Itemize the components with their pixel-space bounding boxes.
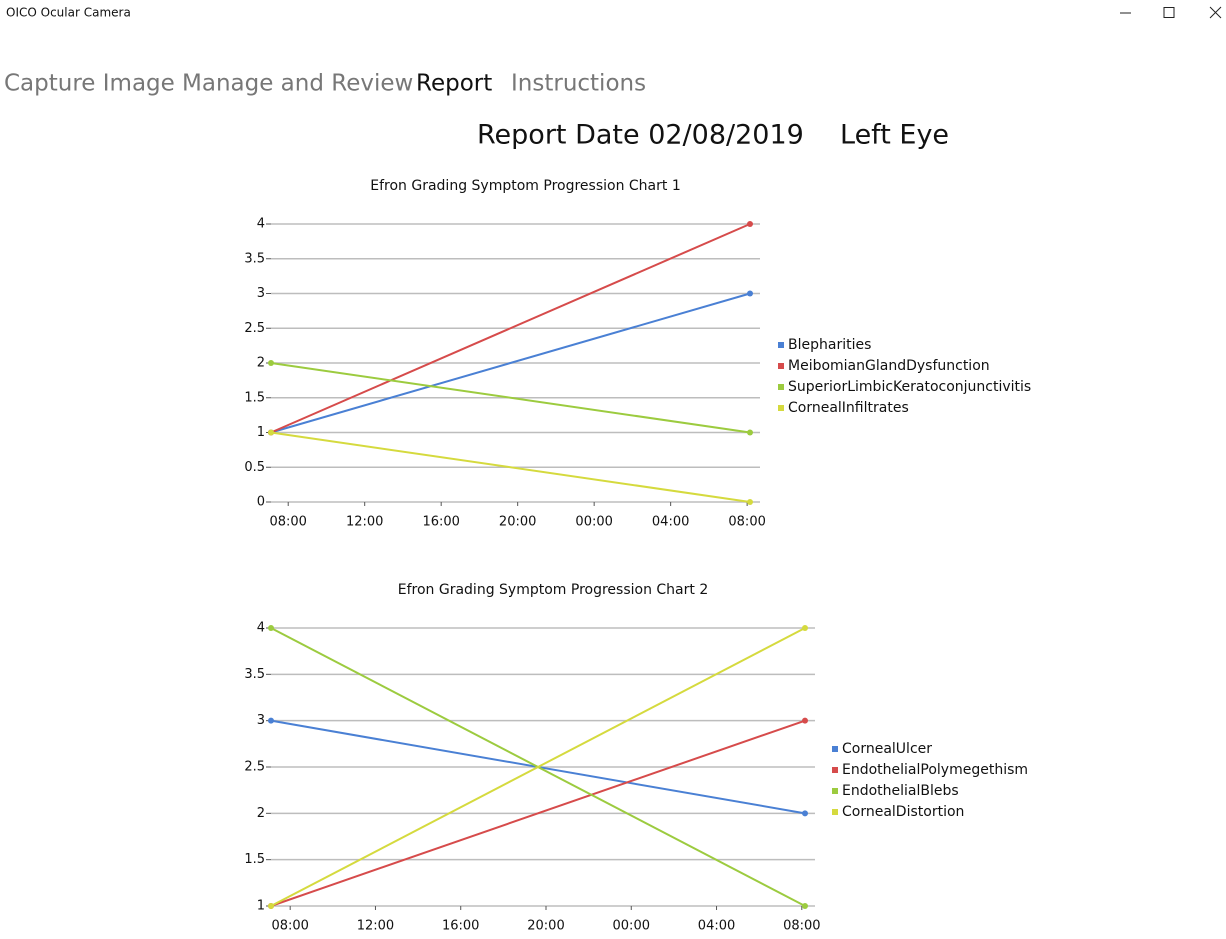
- legend-label: EndothelialPolymegethism: [842, 762, 1028, 778]
- maximize-button[interactable]: [1163, 7, 1175, 18]
- data-point: [268, 625, 274, 631]
- series-line: [270, 431, 751, 503]
- y-tick-label: 3: [257, 713, 265, 728]
- series-line: [270, 627, 806, 907]
- data-point: [802, 717, 808, 724]
- y-tick-label: 1: [257, 899, 265, 914]
- chart-title: Efron Grading Symptom Progression Chart …: [398, 582, 708, 598]
- series-line: [270, 292, 751, 434]
- x-tick-label: 20:00: [527, 919, 564, 934]
- legend-label: SuperiorLimbicKeratoconjunctivitis: [788, 379, 1031, 395]
- y-tick-label: 3.5: [244, 667, 265, 682]
- y-tick-label: 4: [257, 217, 265, 232]
- tab[interactable]: Manage and Review: [182, 71, 413, 97]
- x-tick-label: 08:00: [783, 919, 820, 934]
- tab[interactable]: Capture Image: [4, 71, 175, 97]
- y-tick-label: 2.5: [244, 760, 265, 775]
- x-tick-label: 00:00: [613, 919, 650, 934]
- legend-label: CornealDistortion: [842, 804, 964, 820]
- legend-swatch: [778, 384, 784, 390]
- y-tick-label: 2: [257, 806, 265, 821]
- x-tick-label: 12:00: [346, 515, 383, 530]
- series-line: [270, 223, 751, 434]
- y-tick-label: 1.5: [244, 852, 265, 867]
- x-tick-label: 08:00: [271, 919, 308, 934]
- y-tick-label: 0.5: [244, 460, 265, 475]
- legend-swatch: [832, 746, 838, 752]
- tab[interactable]: Instructions: [511, 71, 646, 97]
- data-point: [747, 429, 753, 436]
- x-tick-label: 16:00: [422, 515, 459, 530]
- x-tick-label: 08:00: [728, 515, 765, 530]
- y-tick-label: 3.5: [244, 251, 265, 266]
- legend-swatch: [832, 788, 838, 794]
- data-point: [747, 499, 753, 505]
- eye-label: Left Eye: [840, 120, 949, 151]
- legend-swatch: [778, 342, 784, 348]
- x-tick-label: 20:00: [499, 515, 536, 530]
- x-tick-label: 04:00: [698, 919, 735, 934]
- data-point: [802, 625, 808, 631]
- legend-swatch: [778, 363, 784, 369]
- data-point: [747, 221, 753, 227]
- data-point: [747, 290, 753, 297]
- chart-title: Efron Grading Symptom Progression Chart …: [370, 178, 680, 194]
- window-title: OICO Ocular Camera: [6, 6, 131, 20]
- x-tick-label: 04:00: [652, 515, 689, 530]
- data-point: [268, 717, 274, 724]
- x-tick-label: 12:00: [357, 919, 394, 934]
- x-tick-label: 00:00: [575, 515, 612, 530]
- close-button[interactable]: [1209, 6, 1222, 19]
- legend-label: CornealInfiltrates: [788, 400, 909, 416]
- data-point: [268, 360, 274, 366]
- y-tick-label: 3: [257, 286, 265, 301]
- data-point: [802, 810, 808, 817]
- series-line: [270, 719, 806, 907]
- y-tick-label: 1: [257, 425, 265, 440]
- legend-swatch: [832, 767, 838, 773]
- y-tick-label: 2: [257, 356, 265, 371]
- legend-swatch: [778, 405, 784, 411]
- series-line: [270, 362, 751, 434]
- legend-label: CornealUlcer: [842, 741, 932, 757]
- x-tick-label: 08:00: [269, 515, 306, 530]
- data-point: [268, 429, 274, 436]
- report-date: Report Date 02/08/2019: [477, 120, 804, 151]
- y-tick-label: 2.5: [244, 321, 265, 336]
- x-tick-label: 16:00: [442, 919, 479, 934]
- legend-label: MeibomianGlandDysfunction: [788, 358, 990, 374]
- legend-label: EndothelialBlebs: [842, 783, 959, 799]
- data-point: [802, 903, 808, 909]
- y-tick-label: 1.5: [244, 390, 265, 405]
- y-tick-label: 4: [257, 621, 265, 636]
- legend-label: Blepharities: [788, 337, 871, 353]
- legend-swatch: [832, 809, 838, 815]
- y-tick-label: 0: [257, 495, 265, 510]
- tab[interactable]: Report: [416, 71, 492, 97]
- data-point: [268, 903, 274, 909]
